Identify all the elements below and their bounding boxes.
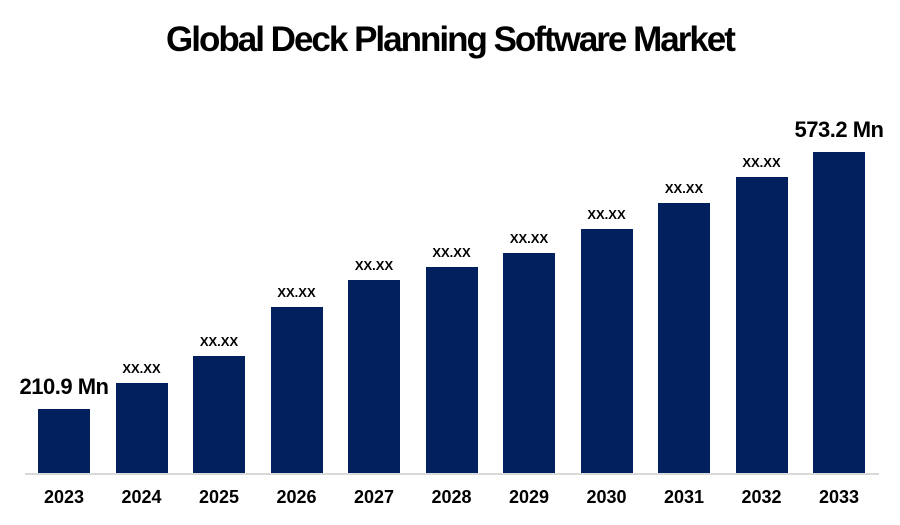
bar-2033: [813, 152, 865, 473]
bar-2028: [425, 267, 478, 473]
bar-2030: [580, 229, 633, 473]
value-label-2032: XX.XX: [742, 155, 781, 170]
bar-2031: [658, 203, 710, 473]
bar-2026: [270, 307, 323, 473]
value-label-2027: XX.XX: [354, 258, 394, 273]
x-tick-2032: 2032: [741, 487, 782, 507]
bar-2029: [503, 253, 555, 473]
x-tick-2027: 2027: [353, 487, 395, 507]
value-label-2026: XX.XX: [277, 285, 316, 300]
value-label-2024: XX.XX: [122, 361, 161, 376]
x-tick-2023: 2023: [43, 487, 85, 507]
value-label-2030: XX.XX: [587, 207, 626, 222]
x-axis-line: [25, 473, 879, 475]
bar-2023: [38, 409, 90, 473]
chart-title: Global Deck Planning Software Market: [166, 20, 736, 59]
x-tick-2029: 2029: [508, 487, 550, 507]
bar-2032: [735, 177, 788, 473]
value-label-2023: 210.9 Mn: [19, 374, 109, 399]
value-label-2028: XX.XX: [432, 245, 471, 260]
x-tick-2024: 2024: [121, 487, 162, 507]
value-label-2031: XX.XX: [664, 181, 704, 196]
x-tick-2031: 2031: [663, 487, 705, 507]
value-label-2029: XX.XX: [509, 231, 549, 246]
x-tick-2028: 2028: [431, 487, 472, 507]
x-tick-2025: 2025: [198, 487, 240, 507]
x-tick-2033: 2033: [818, 487, 860, 507]
value-label-2033: 573.2 Mn: [794, 117, 884, 142]
value-label-2025: XX.XX: [199, 334, 239, 349]
bar-2025: [193, 356, 245, 473]
x-tick-2030: 2030: [586, 487, 627, 507]
bar-2027: [348, 280, 400, 473]
bar-2024: [115, 383, 168, 473]
x-tick-2026: 2026: [276, 487, 317, 507]
